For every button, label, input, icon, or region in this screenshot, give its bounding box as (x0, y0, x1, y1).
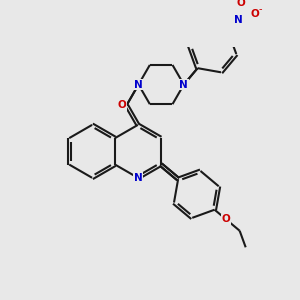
Text: O: O (236, 0, 245, 8)
Text: -: - (258, 4, 262, 14)
Text: O: O (250, 9, 259, 20)
Text: N: N (179, 80, 188, 90)
Text: O: O (222, 214, 230, 224)
Text: N: N (134, 173, 142, 183)
Text: O: O (118, 100, 126, 110)
Text: N: N (134, 80, 143, 90)
Text: N: N (134, 80, 143, 90)
Text: N: N (233, 15, 242, 25)
